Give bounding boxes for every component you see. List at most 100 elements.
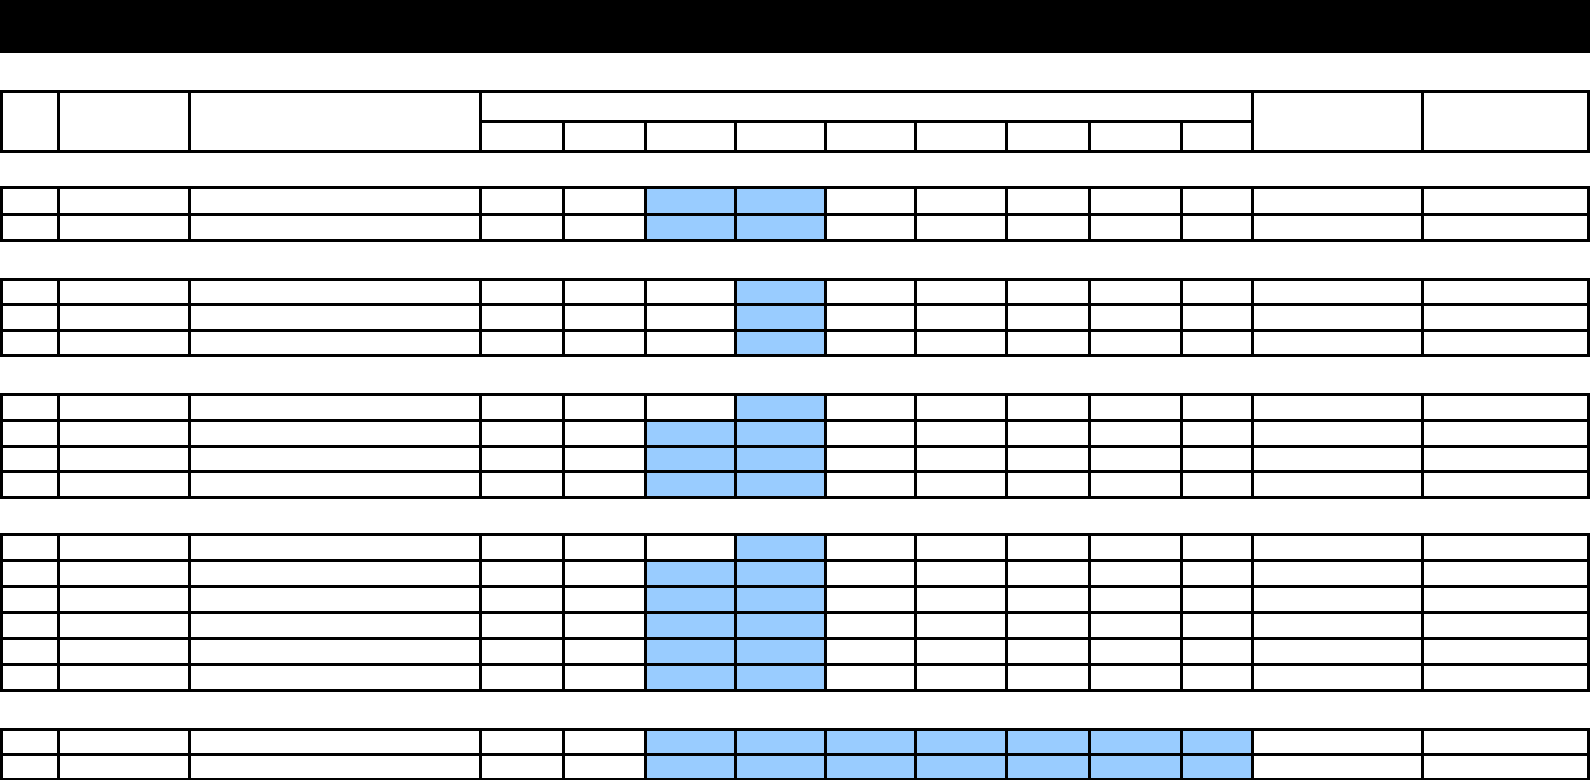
table-cell [1179,328,1254,358]
subcolumn-header-cell-4 [733,120,828,153]
section-table-4 [0,533,1590,692]
highlighted-cell [643,559,737,588]
table-cell [561,277,647,307]
table-cell [914,212,1009,242]
table-cell [914,663,1009,692]
table-cell [1087,186,1183,216]
group-header-cell [479,90,1254,123]
table-cell [0,328,60,358]
table-cell [1179,393,1254,422]
table-cell [0,663,60,692]
highlighted-cell [733,637,828,666]
table-cell [1179,212,1254,242]
table-cell [643,393,737,422]
table-cell [1421,585,1590,614]
highlighted-cell [733,559,828,588]
section-table-2 [0,277,1590,358]
table-cell [56,186,191,216]
table-cell [643,277,737,307]
table-cell [1250,418,1425,448]
highlighted-cell [733,277,828,307]
table-cell [0,728,60,756]
table-cell [1005,611,1091,640]
table-cell [0,753,60,780]
table-cell [561,533,647,562]
subcolumn-header-cell-7 [1005,120,1091,153]
highlighted-cell [733,585,828,614]
table-cell [1087,328,1183,358]
table-cell [56,328,191,358]
table-cell [187,533,483,562]
table-cell [561,212,647,242]
table-row [0,611,1590,640]
table-cell [914,444,1009,474]
table-cell [1087,559,1183,588]
subcolumn-header-cell-3 [643,120,737,153]
header-table [0,90,1590,153]
table-cell [824,303,918,332]
table-cell [914,418,1009,448]
column-header-cell-left-1 [0,90,60,153]
table-cell [824,277,918,307]
table-cell [824,470,918,499]
table-cell [1005,212,1091,242]
highlighted-cell [643,753,737,780]
table-cell [561,559,647,588]
table-cell [1421,328,1590,358]
table-cell [0,186,60,216]
table-row [0,753,1590,780]
table-cell [1421,728,1590,756]
table-cell [1087,663,1183,692]
table-cell [56,753,191,780]
table-cell [479,303,565,332]
highlighted-cell [733,444,828,474]
table-cell [914,328,1009,358]
table-cell [187,212,483,242]
table-cell [1250,393,1425,422]
table-cell [1179,470,1254,499]
table-cell [1179,585,1254,614]
table-cell [1250,277,1425,307]
highlighted-cell [733,328,828,358]
table-cell [914,637,1009,666]
table-cell [1005,328,1091,358]
table-cell [1421,212,1590,242]
table-cell [1421,186,1590,216]
table-cell [1421,611,1590,640]
highlighted-cell [733,728,828,756]
table-cell [56,470,191,499]
table-cell [187,728,483,756]
table-cell [1005,303,1091,332]
highlighted-cell [733,303,828,332]
table-cell [1250,533,1425,562]
table-cell [824,663,918,692]
table-cell [56,303,191,332]
table-cell [0,470,60,499]
table-cell [0,418,60,448]
table-cell [914,533,1009,562]
table-cell [0,533,60,562]
header-row-group [0,90,1590,153]
highlighted-cell [733,533,828,562]
table-row [0,212,1590,242]
table-cell [561,328,647,358]
table-cell [187,328,483,358]
highlighted-cell [1005,753,1091,780]
table-cell [1179,559,1254,588]
table-cell [1005,663,1091,692]
table-cell [824,186,918,216]
table-cell [187,277,483,307]
table-cell [187,611,483,640]
table-row [0,533,1590,562]
table-cell [1421,533,1590,562]
table-cell [56,444,191,474]
section-table-3 [0,393,1590,499]
table-cell [56,728,191,756]
table-cell [479,186,565,216]
table-cell [187,444,483,474]
table-cell [561,663,647,692]
table-cell [0,559,60,588]
subcolumn-header-cell-5 [824,120,918,153]
table-cell [187,637,483,666]
table-row [0,663,1590,692]
